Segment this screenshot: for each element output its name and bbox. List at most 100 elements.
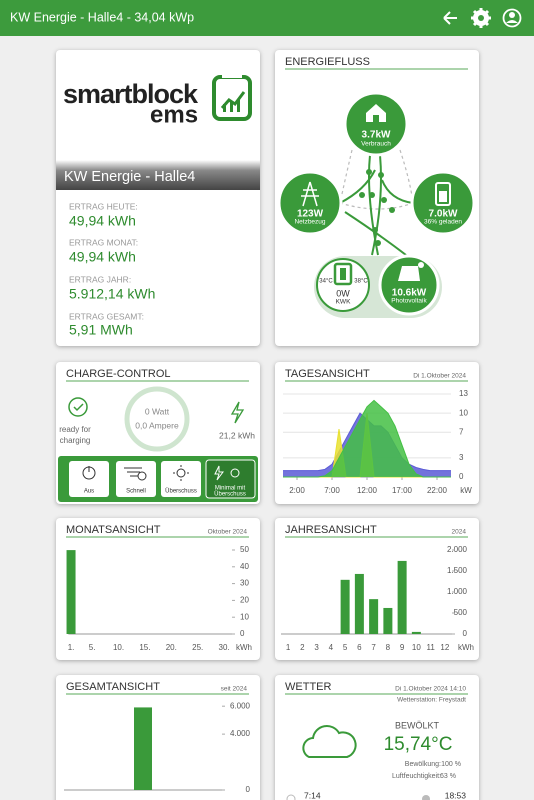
weather-icon (302, 724, 357, 758)
y-tick-label: 0 (459, 472, 464, 481)
x-tick-label: 11 (426, 643, 435, 652)
y-tick-label: 30 (240, 579, 249, 588)
status-text: charging (60, 436, 91, 445)
bar (369, 599, 379, 634)
axis-unit: kW (460, 486, 472, 495)
x-tick-label: 17:00 (392, 486, 413, 495)
name-band (56, 160, 260, 190)
bar (383, 607, 393, 634)
weather-card (275, 675, 479, 800)
plant-name: KW Energie - Halle4 (64, 169, 195, 185)
weather-value: 100 % (441, 761, 461, 768)
y-tick-label: 1.500 (447, 566, 468, 575)
y-tick-label: 50 (240, 545, 249, 554)
mode-button[interactable]: Aus (69, 461, 109, 497)
stat-label: ERTRAG GESAMT: (69, 311, 144, 321)
bar (134, 707, 152, 790)
card-title: ENERGIEFLUSS (285, 56, 370, 68)
y-tick-label: 20 (240, 596, 249, 605)
mode-label: Schnell (126, 489, 146, 495)
card-title: TAGESANSICHT (285, 368, 370, 380)
x-tick-label: 7 (371, 643, 376, 652)
card-subtitle: 2024 (452, 529, 467, 536)
axis-unit: kWh (458, 643, 474, 652)
x-tick-label: 7:00 (324, 486, 340, 495)
stat-value: 5,91 MWh (69, 322, 133, 338)
y-tick-label: 0 (246, 785, 251, 794)
x-tick-label: 12:00 (357, 486, 378, 495)
y-tick-label: 7 (459, 427, 464, 436)
y-tick-label: 10 (240, 612, 249, 621)
mode-button[interactable]: Schnell (116, 461, 156, 497)
logo-text: smartblock (63, 79, 199, 109)
card-subtitle: seit 2024 (221, 686, 248, 693)
mode-label: Überschuss (165, 488, 197, 495)
node-label: Netzbezug (294, 219, 325, 226)
series-line (283, 399, 451, 478)
x-tick-label: 10 (412, 643, 421, 652)
y-tick-label: 6.000 (230, 701, 251, 710)
x-tick-label: 4 (329, 643, 334, 652)
gauge-watt: 0 Watt (145, 406, 170, 416)
x-tick-label: 1. (68, 643, 75, 652)
node-value: 3.7kW (362, 130, 391, 141)
y-tick-label: 3 (459, 453, 464, 462)
status-text: ready for (59, 425, 91, 434)
card-subtitle: Oktober 2024 (208, 529, 248, 536)
x-tick-label: 6 (357, 643, 362, 652)
account-button[interactable] (502, 8, 522, 28)
card-title: WETTER (285, 681, 331, 693)
x-tick-label: 9 (400, 643, 405, 652)
x-tick-label: 22:00 (427, 486, 448, 495)
logo-icon (212, 70, 252, 121)
settings-button[interactable] (471, 8, 491, 28)
weather-station: Wetterstation: Freystadt (397, 697, 466, 704)
x-tick-label: 5. (89, 643, 96, 652)
charged-energy: 21,2 kWh (219, 430, 255, 440)
y-tick-label: 0 (463, 629, 468, 638)
node-label: KWK (336, 299, 351, 306)
weather-date: Di 1.Oktober 2024 14:10 (395, 686, 466, 693)
bar (66, 550, 76, 634)
stat-value: 49,94 kWh (69, 249, 136, 265)
y-tick-label: 40 (240, 562, 249, 571)
weather-label: Luftfeuchtigkeit: (392, 773, 441, 780)
sunrise-icon (286, 794, 296, 800)
card-subtitle: Di 1.Oktober 2024 (413, 373, 466, 380)
card-title: MONATSANSICHT (66, 524, 161, 536)
x-tick-label: 1 (286, 643, 291, 652)
mode-button[interactable]: Überschuss (161, 461, 201, 497)
chp-temp: 34°C (319, 279, 333, 285)
y-tick-label: 1.000 (447, 587, 468, 596)
bar (354, 573, 364, 634)
card-title: CHARGE-CONTROL (66, 368, 171, 380)
node-grid: 123W Netzbezug (277, 170, 343, 236)
monthly-card (56, 518, 260, 660)
y-tick-label: 10 (459, 408, 468, 417)
stat-label: ERTRAG HEUTE: (69, 201, 138, 211)
x-tick-label: 2:00 (289, 486, 305, 495)
sunset-icon (422, 795, 430, 800)
y-tick-label: 4.000 (230, 729, 251, 738)
mode-button[interactable]: Minimal mit Überschuss (205, 459, 256, 499)
x-tick-label: 12 (440, 643, 449, 652)
yearly-card (275, 518, 479, 660)
weather-temperature: 15,74°C (384, 734, 453, 755)
mode-label: Minimal mit (215, 486, 246, 492)
area-fill (283, 400, 451, 477)
x-tick-label: 15. (139, 643, 150, 652)
plant-card (56, 50, 260, 346)
x-tick-label: 30. (219, 643, 230, 652)
gauge (124, 386, 190, 452)
x-tick-label: 10. (113, 643, 124, 652)
sunrise: 7:14 (304, 790, 321, 800)
chp-temp: 38°C (354, 279, 368, 285)
node-pv: 10.6kW Photovoltaik (378, 254, 440, 316)
node-chp: 34°C 38°C 0W KWK (316, 258, 370, 312)
weather-value: 63 % (440, 773, 456, 780)
weather-condition: BEWÖLKT (395, 720, 440, 730)
gauge-ampere: 0,0 Ampere (135, 420, 179, 430)
stat-label: ERTRAG JAHR: (69, 274, 131, 284)
back-button[interactable] (443, 11, 457, 25)
